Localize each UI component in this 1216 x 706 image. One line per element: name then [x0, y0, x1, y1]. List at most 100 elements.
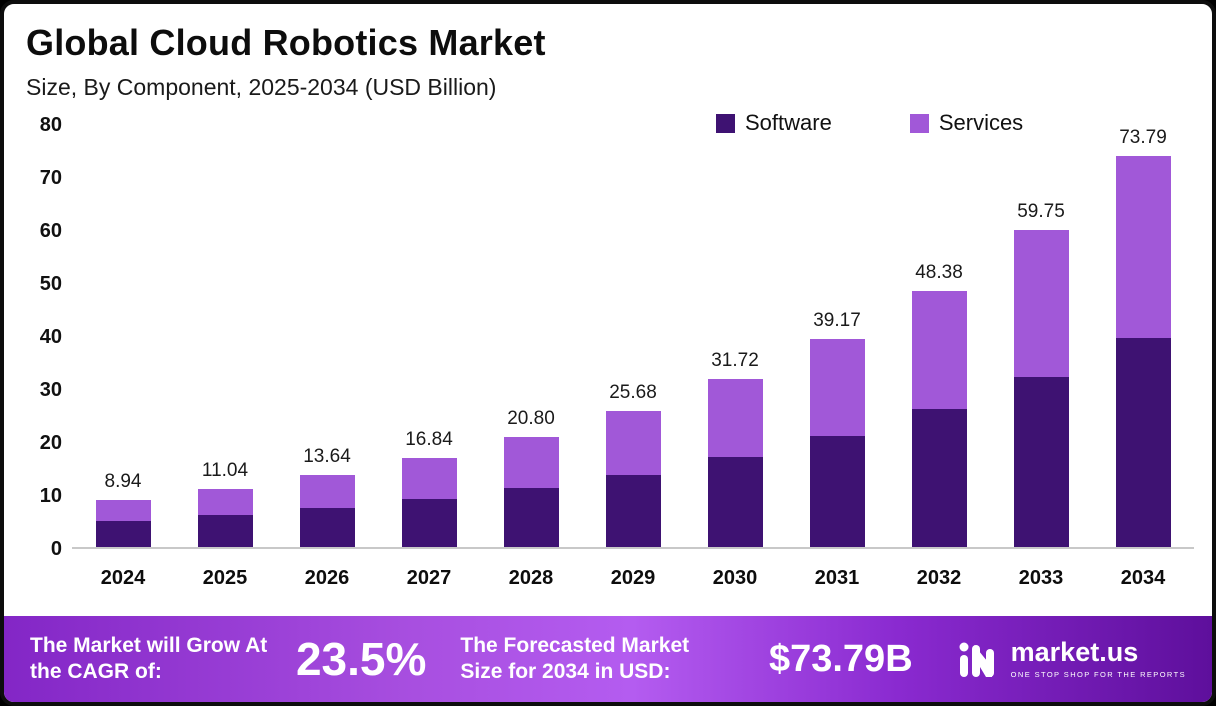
plot-area: 8.94 11.04 13.64 16.84 20.80 25.68 31.72 39.17 4… [72, 125, 1194, 549]
forecast-value: $73.79B [768, 637, 913, 680]
bar-value-label: 16.84 [405, 428, 453, 450]
bar-segment-software [911, 409, 967, 547]
bar-group: 25.68 [582, 125, 684, 547]
x-tick-label: 2034 [1120, 567, 1166, 589]
brand-text: market.us ONE STOP SHOP FOR THE REPORTS [1010, 637, 1186, 680]
legend-item-services: Services [909, 110, 1024, 136]
bar-group: 73.79 [1092, 125, 1194, 547]
stacked-bar [809, 339, 865, 547]
bar-value-label: 25.68 [609, 381, 657, 403]
bar-value-label: 8.94 [104, 470, 142, 492]
brand-tagline: ONE STOP SHOP FOR THE REPORTS [1010, 670, 1186, 679]
stacked-bar [197, 488, 253, 547]
y-tick-label: 50 [39, 273, 62, 295]
stacked-bar [707, 378, 763, 547]
brand-name: market.us [1010, 637, 1139, 667]
x-tick-label: 2028 [508, 567, 554, 589]
bar-segment-software [1013, 377, 1069, 547]
bar-group: 31.72 [684, 125, 786, 547]
x-tick-label: 2033 [1018, 567, 1064, 589]
x-tick-label: 2029 [610, 567, 656, 589]
x-tick-label: 2027 [406, 567, 452, 589]
stacked-bar [605, 410, 661, 547]
bar-segment-software [1115, 337, 1171, 547]
x-tick-label: 2024 [100, 567, 146, 589]
bar-value-label: 48.38 [915, 261, 963, 283]
bar-chart: 0 10 20 30 40 50 60 70 80 8.94 11.04 13.64 16.84 20.… [22, 114, 1194, 590]
x-tick-label: 2032 [916, 567, 962, 589]
x-tick-label: 2026 [304, 567, 350, 589]
stacked-bar [401, 457, 457, 547]
bar-segment-services [299, 474, 355, 509]
bar-value-label: 31.72 [711, 349, 759, 371]
bar-segment-software [707, 456, 763, 547]
bar-value-label: 13.64 [303, 445, 351, 467]
y-tick-label: 40 [39, 326, 62, 348]
x-axis: 2024 2025 2026 2027 2028 2029 2030 2031 2032 2033… [72, 567, 1194, 590]
stacked-bar [1115, 155, 1171, 547]
cagr-value: 23.5% [295, 633, 427, 685]
bar-segment-services [197, 488, 253, 516]
stacked-bar [95, 499, 151, 547]
bar-value-label: 20.80 [507, 407, 555, 429]
bar-group: 11.04 [174, 125, 276, 547]
y-axis: 0 10 20 30 40 50 60 70 80 [22, 114, 72, 560]
chart-subtitle: Size, By Component, 2025-2034 (USD Billi… [26, 74, 497, 100]
legend-item-software: Software [716, 110, 832, 136]
bar-value-label: 39.17 [813, 310, 861, 332]
bar-segment-services [1115, 155, 1171, 338]
y-tick-label: 30 [39, 379, 62, 401]
bar-group: 59.75 [990, 125, 1092, 547]
bar-segment-software [503, 488, 559, 547]
software-swatch-icon [716, 113, 735, 133]
plot-wrap: 8.94 11.04 13.64 16.84 20.80 25.68 31.72 39.17 4… [72, 125, 1194, 590]
y-tick-label: 20 [39, 432, 62, 454]
bar-group: 39.17 [786, 125, 888, 547]
chart-header: Global Cloud Robotics Market Size, By Co… [4, 4, 1212, 101]
x-tick-label: 2030 [712, 567, 758, 589]
legend-label-services: Services [938, 110, 1024, 135]
bar-segment-software [401, 499, 457, 547]
y-tick-label: 60 [39, 220, 62, 242]
chart-title: Global Cloud Robotics Market [26, 22, 546, 63]
bar-value-label: 11.04 [201, 459, 249, 481]
footer-banner: The Market will Grow At the CAGR of: 23.… [4, 616, 1212, 702]
stacked-bar [1013, 230, 1069, 547]
services-swatch-icon [909, 113, 929, 133]
stacked-bar [911, 290, 967, 547]
y-tick-label: 70 [39, 167, 62, 189]
bar-segment-software [299, 508, 355, 547]
bar-segment-services [707, 378, 763, 457]
stacked-bar [503, 436, 559, 547]
legend-label-software: Software [745, 110, 832, 135]
bar-segment-services [95, 499, 151, 522]
bar-group: 16.84 [378, 125, 480, 547]
bar-segment-services [1013, 230, 1069, 378]
bar-segment-services [503, 436, 559, 489]
bar-segment-software [197, 515, 253, 547]
legend: Software Services [716, 110, 1023, 136]
bar-segment-services [605, 410, 661, 475]
bar-segment-software [605, 474, 661, 547]
forecast-label: The Forecasted Market Size for 2034 in U… [460, 633, 690, 683]
y-tick-label: 80 [39, 114, 62, 136]
bar-value-label: 73.79 [1119, 126, 1167, 148]
bar-segment-software [95, 521, 151, 547]
cagr-label: The Market will Grow At the CAGR of: [30, 633, 268, 683]
y-tick-label: 10 [39, 485, 62, 507]
bar-group: 13.64 [276, 125, 378, 547]
x-tick-label: 2025 [202, 567, 248, 589]
bar-segment-software [809, 435, 865, 547]
market-us-icon [959, 642, 994, 677]
bar-segment-services [911, 290, 967, 410]
bar-group: 48.38 [888, 125, 990, 547]
bar-group: 20.80 [480, 125, 582, 547]
stacked-bar [299, 474, 355, 547]
bar-group: 8.94 [72, 125, 174, 547]
brand-logo: market.us ONE STOP SHOP FOR THE REPORTS [957, 637, 1186, 681]
bar-value-label: 59.75 [1017, 201, 1065, 223]
x-tick-label: 2031 [814, 567, 860, 589]
bar-segment-services [809, 339, 865, 436]
y-tick-label: 0 [50, 538, 62, 560]
